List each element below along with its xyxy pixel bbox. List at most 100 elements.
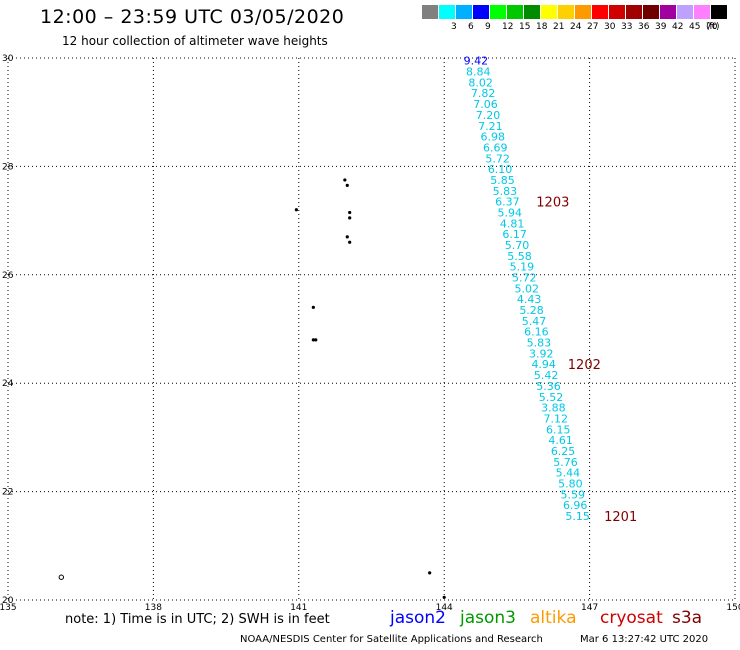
color-swatch: [694, 5, 710, 19]
island-dot: [345, 183, 349, 187]
color-swatch: [422, 5, 438, 19]
swh-value: 6.15: [546, 423, 571, 436]
swh-value: 7.21: [478, 120, 503, 133]
pass-label: 1203: [536, 196, 569, 211]
swh-value: 6.98: [481, 131, 506, 144]
swh-value: 5.44: [556, 467, 581, 480]
swh-value: 7.82: [471, 87, 496, 100]
swh-value: 5.58: [507, 250, 532, 263]
lon-tick-label: 150: [726, 603, 740, 613]
color-scale-label: 24: [570, 22, 582, 32]
island-dot: [311, 305, 315, 309]
island-dot: [294, 208, 298, 212]
color-scale-label: 30: [604, 22, 616, 32]
swh-value: 8.02: [468, 76, 493, 89]
color-scale-label: 18: [536, 22, 548, 32]
swh-value: 5.85: [490, 174, 515, 187]
color-swatch: [711, 5, 727, 19]
pass-label: 1202: [568, 358, 601, 373]
lon-tick-label: 138: [145, 603, 162, 613]
swh-value: 5.59: [561, 488, 586, 501]
color-swatch: [541, 5, 557, 19]
page-title: 12:00 – 23:59 UTC 03/05/2020: [40, 6, 345, 28]
island-dot: [428, 571, 432, 575]
color-swatch: [473, 5, 489, 19]
swh-value: 9.42: [464, 55, 489, 68]
color-swatch: [456, 5, 472, 19]
island-ring: [58, 574, 65, 580]
swh-value: 5.94: [498, 206, 522, 219]
lat-tick-label: 28: [2, 162, 14, 172]
lat-tick-label: 20: [2, 596, 14, 606]
swh-value: 3.92: [529, 347, 554, 360]
swh-value: 5.15: [565, 510, 590, 523]
color-scale-label: 70: [706, 22, 718, 32]
swh-value: 5.47: [522, 315, 547, 328]
swh-value: 6.16: [524, 326, 549, 339]
color-scale-label: 39: [655, 22, 667, 32]
swh-value: 6.96: [563, 499, 588, 512]
island-dot: [348, 240, 352, 244]
color-scale-label: 36: [638, 22, 650, 32]
swh-value: 5.70: [505, 239, 530, 252]
swh-value: 7.12: [544, 412, 569, 425]
lon-tick-label: 135: [0, 603, 17, 613]
island-dot: [311, 338, 315, 342]
color-scale-unit: (ft): [706, 22, 720, 32]
swh-value: 6.37: [495, 196, 519, 209]
page-subtitle: 12 hour collection of altimeter wave hei…: [62, 34, 328, 48]
color-swatch: [490, 5, 506, 19]
swh-value: 5.42: [534, 369, 559, 382]
swh-value: 7.06: [473, 98, 498, 111]
footer-note: note: 1) Time is in UTC; 2) SWH is in fe…: [65, 612, 330, 627]
color-scale-label: 42: [672, 22, 684, 32]
swh-value: 5.28: [519, 304, 544, 317]
lat-tick-label: 26: [2, 271, 14, 281]
color-swatch: [609, 5, 625, 19]
island-dot: [442, 595, 446, 599]
lat-tick-label: 22: [2, 488, 13, 498]
legend-jason3: jason3: [460, 608, 516, 628]
color-swatch: [592, 5, 608, 19]
swh-value: 4.81: [500, 217, 524, 230]
color-swatch: [558, 5, 574, 19]
color-scale-label: 3: [451, 22, 457, 32]
island-dot: [345, 235, 349, 239]
lon-tick-label: 147: [581, 603, 598, 613]
color-scale-label: 15: [519, 22, 531, 32]
color-swatch: [575, 5, 591, 19]
color-swatch: [524, 5, 540, 19]
pass-label: 1201: [604, 510, 637, 525]
color-swatch: [660, 5, 676, 19]
swh-value: 5.76: [553, 456, 578, 469]
swh-value: 6.10: [488, 163, 513, 176]
swh-value: 3.88: [541, 402, 566, 415]
color-swatch: [507, 5, 523, 19]
color-swatch: [677, 5, 693, 19]
swh-value: 5.72: [512, 272, 537, 285]
island-dot: [348, 216, 352, 220]
swh-value: 8.84: [466, 66, 491, 79]
legend-altika: altika: [530, 608, 577, 628]
swh-value: 5.83: [493, 185, 517, 198]
color-scale-label: 33: [621, 22, 633, 32]
swh-value: 5.19: [510, 261, 535, 274]
island-dot: [348, 210, 352, 215]
generated-timestamp: Mar 6 13:27:42 UTC 2020: [580, 634, 709, 645]
legend-jason2: jason2: [390, 608, 446, 628]
swh-value: 4.61: [548, 434, 573, 447]
lat-tick-label: 30: [2, 54, 14, 64]
island-dot: [314, 338, 318, 342]
swh-value: 5.36: [536, 380, 561, 393]
color-scale-label: 6: [468, 22, 474, 32]
swh-value: 7.20: [476, 109, 501, 122]
color-scale-label: 21: [553, 22, 565, 32]
legend-cryosat: cryosat: [600, 608, 663, 628]
color-scale-label: 12: [502, 22, 514, 32]
color-swatch: [439, 5, 455, 19]
lon-tick-label: 141: [290, 603, 307, 613]
swh-value: 6.17: [502, 228, 527, 241]
swh-value: 4.94: [531, 358, 556, 371]
legend-s3a: s3a: [672, 608, 703, 628]
